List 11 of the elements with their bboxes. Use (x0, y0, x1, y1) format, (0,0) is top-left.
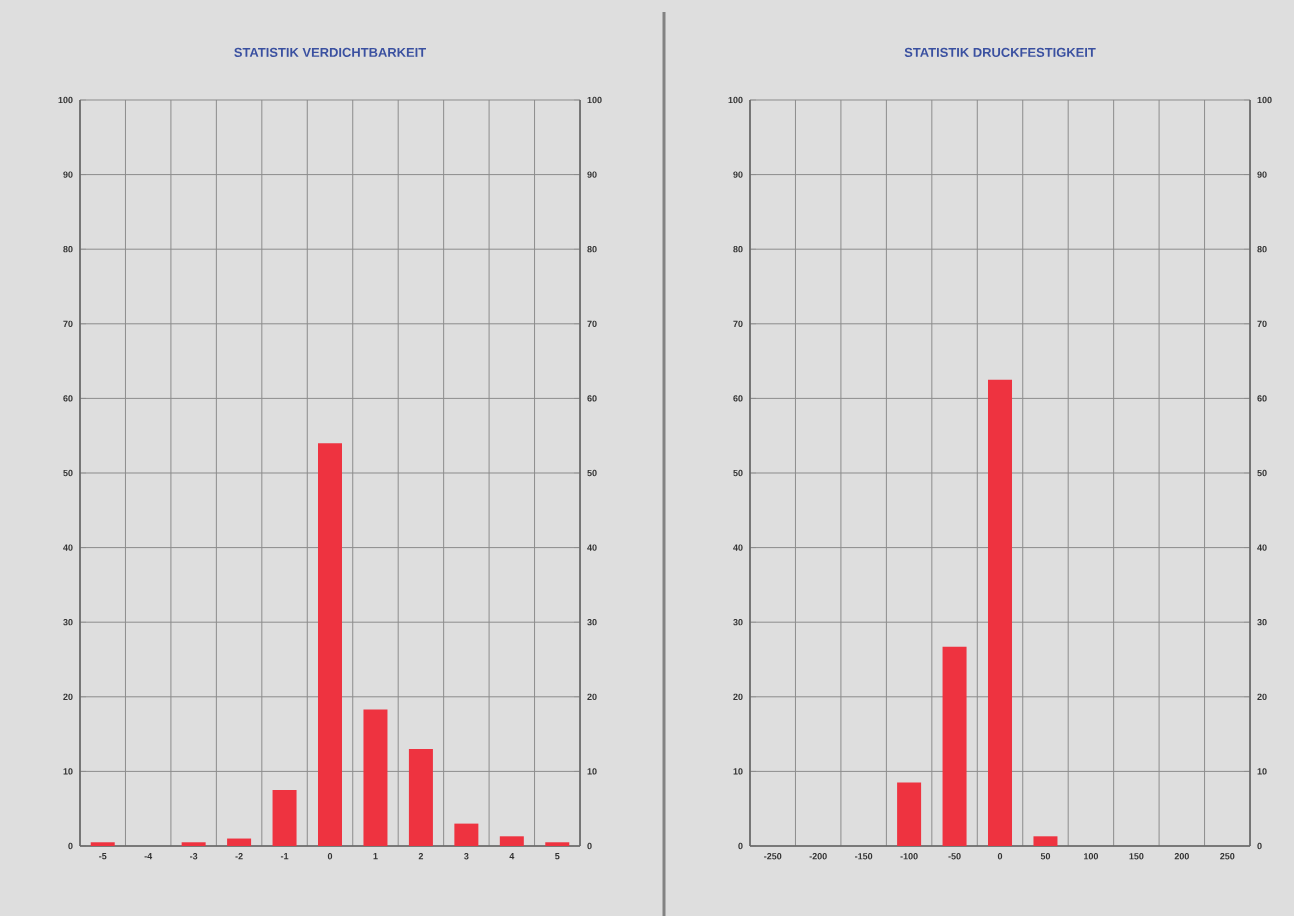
bar (942, 646, 967, 846)
bar (272, 790, 297, 846)
bar (363, 709, 388, 846)
bar (227, 838, 252, 846)
bar (988, 379, 1013, 846)
bar (1033, 836, 1058, 846)
bar (318, 443, 342, 846)
bar (897, 782, 922, 846)
bar (408, 749, 433, 846)
bar (454, 823, 479, 846)
bar (499, 836, 524, 846)
